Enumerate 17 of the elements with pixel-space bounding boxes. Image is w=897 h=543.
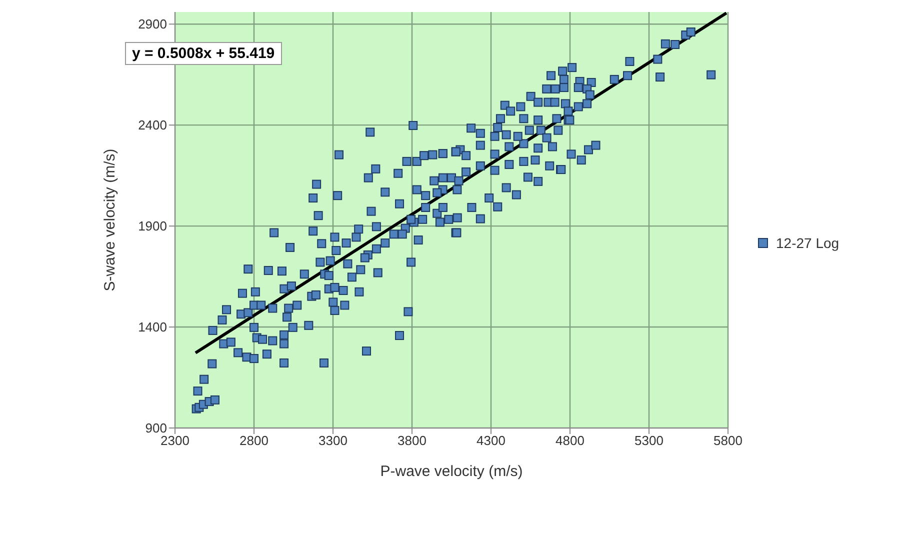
- y-tick-label: 2900: [138, 16, 167, 32]
- x-tick-label: 3800: [398, 433, 426, 448]
- x-tick-label: 5800: [714, 433, 742, 448]
- x-tick-label: 3300: [318, 433, 348, 448]
- legend-label: 12-27 Log: [776, 235, 840, 251]
- x-tick-label: 2800: [240, 433, 268, 448]
- y-tick-label: 1400: [138, 320, 167, 335]
- x-axis-title: P-wave velocity (m/s): [380, 463, 523, 480]
- x-tick-label: 2300: [160, 433, 190, 448]
- y-axis-title: S-wave velocity (m/s): [101, 148, 118, 292]
- y-tick-label: 1900: [138, 218, 167, 234]
- x-tick-label: 4300: [476, 433, 506, 448]
- annotation: y = 0.5008x + 55.419: [125, 42, 282, 65]
- x-tick-label: 5300: [634, 433, 664, 448]
- x-tick-label: 4800: [556, 433, 584, 448]
- y-tick-label: 900: [145, 420, 167, 436]
- y-tick-label: 2400: [138, 118, 167, 133]
